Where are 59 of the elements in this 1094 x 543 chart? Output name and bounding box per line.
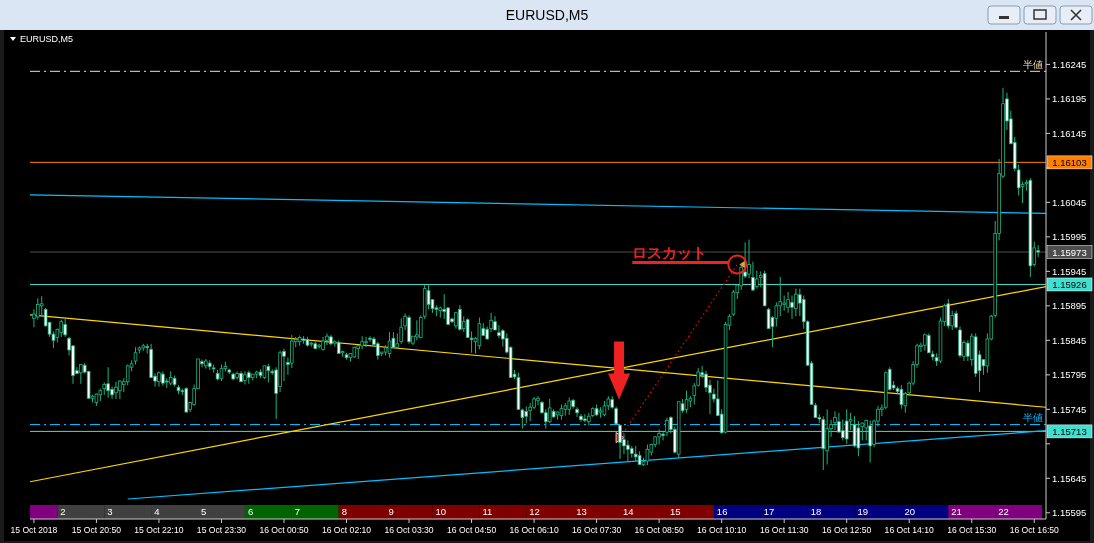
x-tick-label: 16 Oct 08:50 bbox=[634, 525, 684, 535]
band-label: 11 bbox=[482, 506, 493, 517]
annotation: ロスカット bbox=[632, 244, 708, 262]
band-label: 13 bbox=[576, 506, 587, 517]
x-tick-label: 16 Oct 00:50 bbox=[259, 525, 309, 535]
x-tick-label: 15 Oct 22:10 bbox=[134, 525, 184, 535]
band-label: 21 bbox=[951, 506, 962, 517]
x-tick-label: 16 Oct 12:50 bbox=[822, 525, 872, 535]
x-tick-label: 16 Oct 04:50 bbox=[446, 525, 497, 535]
band-label: 2 bbox=[60, 506, 66, 517]
band-label: 5 bbox=[201, 506, 207, 517]
x-tick-label: 16 Oct 11:30 bbox=[759, 525, 809, 535]
y-tick-label: 1.15945 bbox=[1052, 265, 1087, 277]
y-tick-label: 1.15795 bbox=[1052, 369, 1087, 381]
band-label: 19 bbox=[857, 506, 869, 517]
x-tick-label: 16 Oct 03:30 bbox=[384, 525, 434, 535]
y-tick-label: 1.15895 bbox=[1052, 300, 1087, 312]
band-label: 4 bbox=[154, 506, 160, 517]
x-tick-label: 15 Oct 2018 bbox=[10, 525, 58, 535]
x-tick-label: 16 Oct 10:10 bbox=[697, 525, 747, 535]
chart-title: EURUSD,M5 bbox=[505, 7, 589, 23]
y-tick-label: 1.15595 bbox=[1052, 507, 1087, 519]
band-label: 16 bbox=[716, 506, 728, 517]
chart-subtitle: EURUSD,M5 bbox=[20, 34, 74, 44]
band-label: 20 bbox=[904, 506, 915, 517]
band-label: 8 bbox=[341, 506, 347, 517]
ref-line-label: 半値 bbox=[1023, 59, 1043, 71]
y-tick-label: 1.15645 bbox=[1052, 472, 1087, 484]
band-label: 22 bbox=[998, 506, 1009, 517]
band-label: 6 bbox=[247, 506, 254, 517]
x-tick-label: 16 Oct 14:10 bbox=[884, 525, 935, 535]
band-label: 17 bbox=[763, 506, 775, 517]
band-label: 10 bbox=[435, 506, 447, 517]
ref-line-label: 1.16103 bbox=[1052, 156, 1087, 168]
x-tick-label: 16 Oct 07:30 bbox=[572, 525, 622, 535]
x-tick-label: 16 Oct 06:10 bbox=[509, 525, 559, 535]
x-tick-label: 16 Oct 16:50 bbox=[1009, 525, 1060, 535]
y-tick-label: 1.15845 bbox=[1052, 334, 1087, 346]
ref-line-label: 半値 bbox=[1023, 412, 1043, 424]
ref-line-label: 1.15973 bbox=[1052, 246, 1087, 258]
band-label: 18 bbox=[810, 506, 822, 517]
band-label: 15 bbox=[669, 506, 681, 517]
x-tick-label: 15 Oct 23:30 bbox=[196, 525, 247, 535]
band-label: 12 bbox=[529, 506, 540, 517]
band-label: 14 bbox=[623, 506, 634, 517]
y-tick-label: 1.15745 bbox=[1052, 403, 1087, 415]
x-tick-label: 15 Oct 20:50 bbox=[71, 525, 122, 535]
band-label: 3 bbox=[107, 506, 113, 517]
y-tick-label: 1.16245 bbox=[1052, 58, 1087, 70]
band-label: 7 bbox=[294, 506, 301, 517]
y-tick-label: 1.16195 bbox=[1052, 93, 1087, 105]
y-tick-label: 1.16045 bbox=[1052, 196, 1087, 208]
x-tick-label: 16 Oct 02:10 bbox=[321, 525, 372, 535]
x-tick-label: 16 Oct 15:30 bbox=[947, 525, 997, 535]
band-label: 9 bbox=[388, 506, 394, 517]
y-tick-label: 1.15995 bbox=[1052, 231, 1087, 243]
y-tick-label: 1.16145 bbox=[1052, 127, 1087, 139]
ref-line-label: 1.15926 bbox=[1052, 278, 1087, 290]
ref-line-label: 1.15713 bbox=[1052, 425, 1087, 437]
